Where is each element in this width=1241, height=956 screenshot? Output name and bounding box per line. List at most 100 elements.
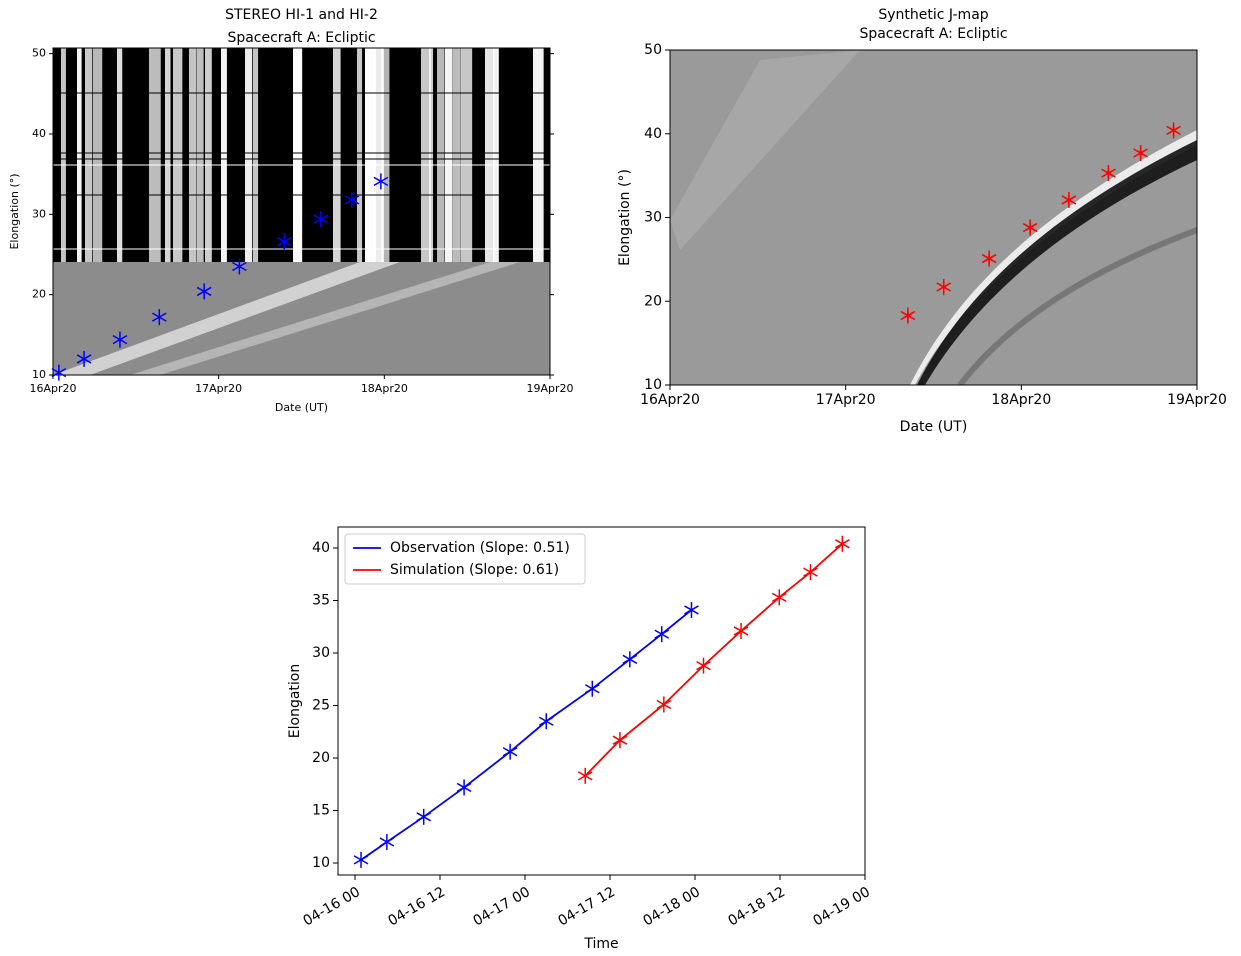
stripe	[53, 152, 550, 154]
plot-frame	[52, 47, 551, 376]
data-point	[373, 173, 389, 190]
x-tick-label: 04-19 00	[810, 884, 873, 929]
data-point	[344, 191, 360, 208]
marker-arm	[696, 660, 711, 671]
y-tick-label: 10	[312, 855, 330, 871]
stripe	[93, 48, 103, 262]
marker-arm	[502, 747, 518, 757]
data-point	[1166, 122, 1181, 139]
marker-arm	[353, 855, 369, 865]
stripe	[117, 48, 123, 262]
stripe	[381, 48, 390, 262]
marker-arm	[151, 312, 167, 322]
y-tick-label: 20	[644, 293, 662, 309]
y-tick-label: 50	[644, 42, 662, 58]
chart-title: Synthetic J-map	[878, 7, 988, 23]
data-point	[1022, 219, 1038, 236]
stripe	[373, 48, 384, 262]
stripe	[437, 48, 445, 262]
marker-arm	[1025, 224, 1035, 231]
marker-arm	[1064, 196, 1074, 204]
y-tick-label: 15	[312, 803, 330, 819]
stripe	[421, 48, 431, 262]
y-tick-label: 40	[32, 127, 46, 140]
stripe	[165, 48, 171, 262]
stripe	[365, 48, 376, 262]
marker-arm	[313, 214, 329, 224]
y-tick-label: 20	[32, 288, 46, 301]
stripe	[77, 48, 82, 262]
data-point	[803, 564, 818, 581]
data-point	[353, 851, 369, 868]
y-axis-label: Elongation (°)	[617, 169, 633, 266]
data-point	[612, 732, 628, 749]
data-point	[1101, 165, 1116, 182]
x-tick-label: 18Apr20	[991, 392, 1051, 408]
x-axis-label: Date (UT)	[275, 401, 328, 414]
data-point	[196, 283, 212, 300]
plot-frame	[337, 526, 866, 876]
x-axis-label: Time	[583, 936, 618, 952]
stripe	[53, 248, 550, 250]
data-point	[313, 211, 329, 228]
data-point	[622, 651, 638, 668]
marker-arm	[373, 176, 389, 187]
stripe	[429, 48, 434, 262]
y-tick-label: 30	[644, 210, 662, 226]
data-point	[416, 808, 432, 825]
data-point	[696, 657, 711, 674]
stripe	[485, 48, 495, 262]
y-tick-label: 50	[32, 47, 46, 60]
data-point	[981, 250, 997, 267]
x-axis-label: Date (UT)	[900, 419, 968, 435]
data-point	[76, 350, 92, 367]
stripe	[53, 164, 550, 166]
marker-arm	[656, 699, 672, 710]
data-point	[232, 258, 247, 275]
data-point	[151, 309, 167, 326]
y-tick-label: 35	[312, 593, 330, 609]
data-point	[900, 307, 916, 324]
data-point	[834, 535, 850, 552]
chart-title: STEREO HI-1 and HI-2	[225, 7, 378, 23]
x-tick-label: 04-16 12	[385, 884, 448, 929]
stripe	[205, 48, 212, 262]
marker-arm	[538, 716, 554, 726]
stripe	[197, 48, 204, 262]
marker-arm	[903, 312, 913, 319]
stripe	[357, 48, 363, 262]
stripe	[293, 48, 303, 262]
data-point	[1061, 191, 1077, 208]
y-axis-label: Elongation	[287, 664, 303, 738]
y-tick-label: 20	[312, 750, 330, 766]
legend-label: Simulation (Slope: 0.61)	[390, 562, 559, 578]
data-point	[456, 779, 472, 796]
stripe	[445, 48, 453, 262]
data-point	[733, 622, 749, 639]
data-point	[379, 834, 395, 851]
data-point	[936, 279, 952, 296]
synthetic-jmap-image	[670, 50, 1197, 385]
y-tick-label: 30	[312, 645, 330, 661]
stripe	[53, 194, 550, 196]
marker-arm	[232, 261, 247, 272]
data-point	[51, 364, 67, 381]
stripe	[461, 48, 473, 262]
data-point	[1133, 145, 1148, 162]
marker-arm	[622, 654, 638, 664]
x-tick-label: 04-16 00	[300, 884, 363, 929]
y-tick-label: 30	[32, 207, 46, 220]
stripe	[245, 48, 253, 262]
x-tick-label: 16Apr20	[29, 382, 76, 395]
marker-arm	[733, 626, 749, 636]
series-line	[360, 609, 693, 861]
y-tick-label: 40	[312, 540, 330, 556]
stripe	[53, 158, 550, 160]
stripe	[453, 48, 461, 262]
stripe	[149, 48, 161, 262]
stripe	[253, 48, 259, 262]
marker-arm	[51, 367, 67, 378]
stripe	[61, 48, 66, 262]
stripe	[533, 48, 544, 262]
marker-arm	[939, 283, 949, 291]
